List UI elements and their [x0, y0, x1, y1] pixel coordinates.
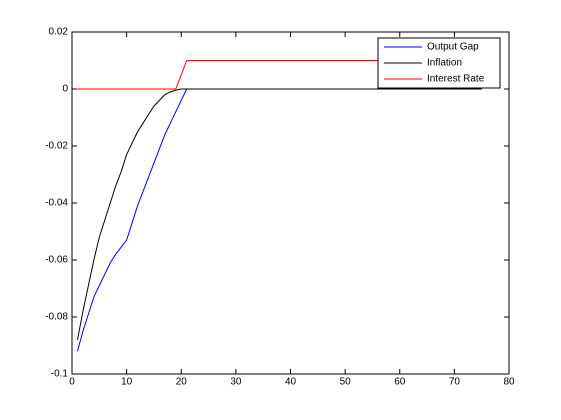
legend-label: Interest Rate: [427, 74, 485, 85]
x-tick-label: 0: [69, 377, 75, 388]
y-tick-label: 0.02: [49, 27, 69, 38]
x-tick-label: 20: [176, 377, 188, 388]
x-tick-label: 40: [285, 377, 297, 388]
y-tick-label: -0.08: [45, 312, 68, 323]
series-line: [76, 88, 482, 340]
y-tick-label: -0.1: [51, 369, 69, 380]
y-tick-label: -0.04: [45, 198, 68, 209]
legend-label: Output Gap: [427, 42, 479, 53]
legend-label: Inflation: [427, 58, 462, 69]
y-tick-label: -0.06: [45, 255, 68, 266]
x-tick-label: 10: [121, 377, 133, 388]
x-tick-label: 70: [449, 377, 461, 388]
x-tick-label: 80: [503, 377, 515, 388]
x-tick-label: 60: [394, 377, 406, 388]
x-tick-label: 50: [340, 377, 352, 388]
y-tick-label: -0.02: [45, 141, 68, 152]
x-tick-label: 30: [230, 377, 242, 388]
y-tick-label: 0: [62, 84, 68, 95]
